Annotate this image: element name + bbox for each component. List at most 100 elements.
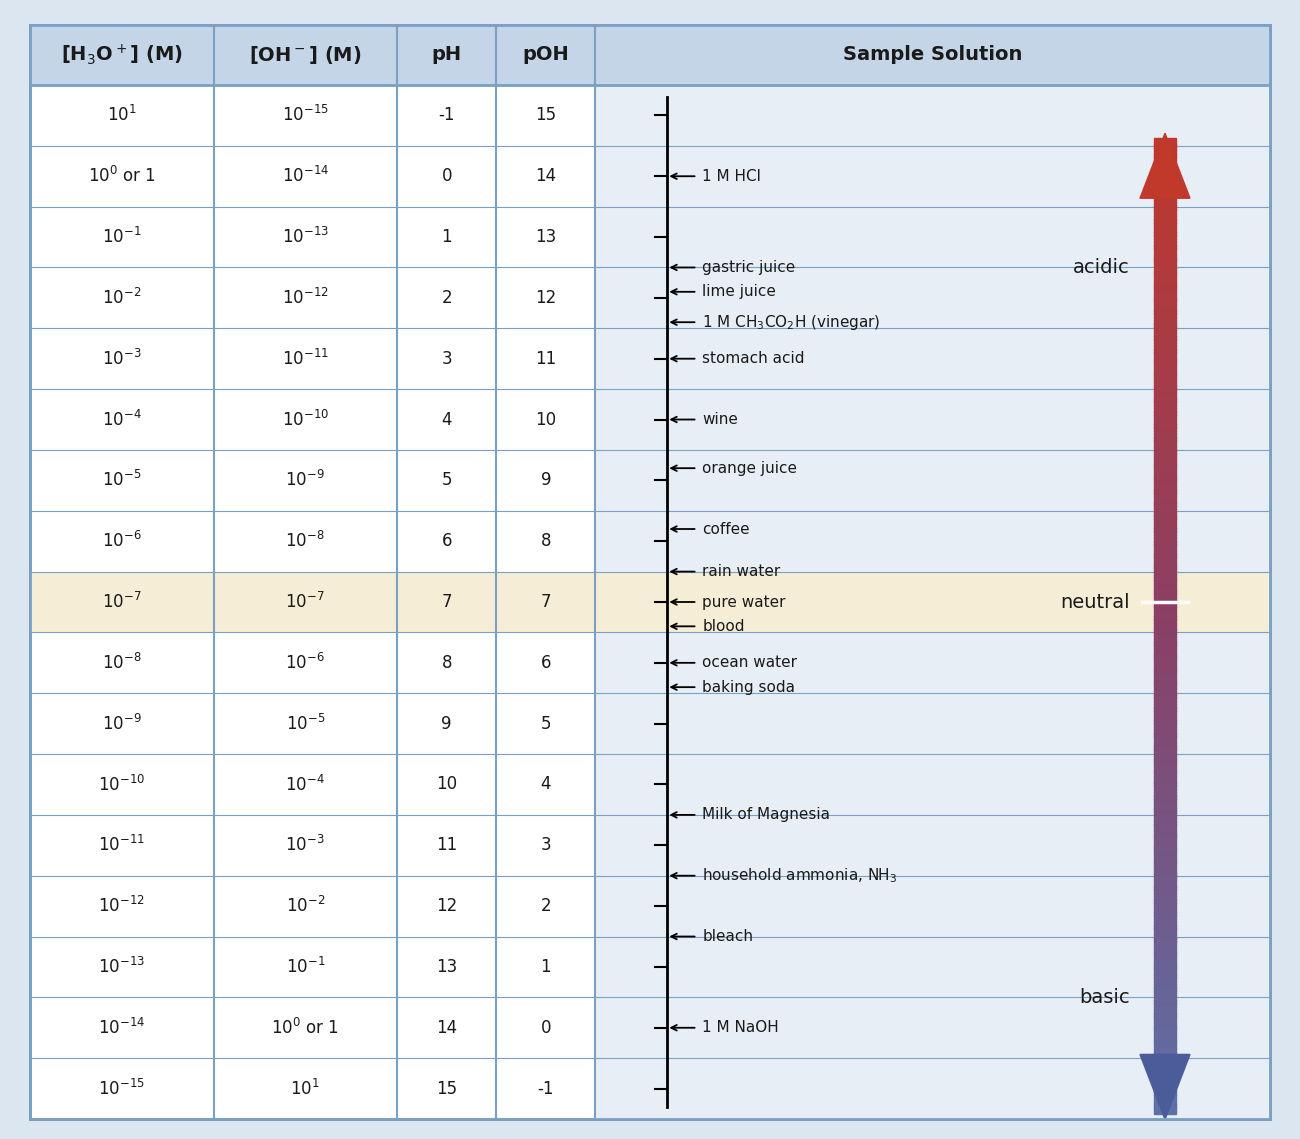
Text: [H$_3$O$^+$] (M): [H$_3$O$^+$] (M) xyxy=(61,42,183,67)
Text: $10^{-14}$: $10^{-14}$ xyxy=(282,166,329,187)
Bar xyxy=(1154,460,1176,464)
Bar xyxy=(1154,1056,1176,1059)
Bar xyxy=(1154,304,1176,308)
Bar xyxy=(1154,863,1176,867)
Bar xyxy=(1154,909,1176,912)
Bar xyxy=(1154,1095,1176,1098)
Bar xyxy=(1154,834,1176,838)
Bar xyxy=(1154,1072,1176,1075)
Text: 9: 9 xyxy=(541,472,551,490)
Bar xyxy=(1154,977,1176,981)
Bar xyxy=(1154,700,1176,704)
Text: 11: 11 xyxy=(536,350,556,368)
Text: 6: 6 xyxy=(442,532,452,550)
Bar xyxy=(1154,564,1176,567)
Bar xyxy=(1154,970,1176,975)
Text: 1 M HCl: 1 M HCl xyxy=(702,169,762,183)
Text: 11: 11 xyxy=(436,836,458,854)
Bar xyxy=(1154,141,1176,145)
Bar xyxy=(1154,603,1176,607)
Bar xyxy=(1154,1068,1176,1072)
Bar xyxy=(1154,942,1176,945)
Text: 2: 2 xyxy=(541,898,551,915)
Bar xyxy=(1154,648,1176,653)
Bar xyxy=(1154,844,1176,847)
Bar xyxy=(1154,388,1176,392)
Bar xyxy=(1154,408,1176,411)
Bar xyxy=(1154,1049,1176,1052)
Bar xyxy=(1154,756,1176,760)
Bar xyxy=(1154,902,1176,907)
Bar xyxy=(1154,215,1176,220)
Bar xyxy=(1154,359,1176,362)
Bar xyxy=(1154,287,1176,292)
Bar xyxy=(1154,685,1176,688)
Bar xyxy=(1154,278,1176,281)
Bar xyxy=(1154,473,1176,476)
Bar xyxy=(1154,1007,1176,1010)
Bar xyxy=(1154,1104,1176,1108)
Bar xyxy=(1154,392,1176,395)
Bar xyxy=(1154,196,1176,200)
Text: 15: 15 xyxy=(536,106,556,124)
Bar xyxy=(1154,890,1176,893)
Bar xyxy=(1154,164,1176,167)
Bar xyxy=(1154,814,1176,818)
Bar xyxy=(1154,867,1176,870)
Bar xyxy=(1154,541,1176,544)
Text: $10^{-11}$: $10^{-11}$ xyxy=(282,349,329,369)
Bar xyxy=(1154,958,1176,961)
Bar xyxy=(1154,769,1176,772)
Text: 0: 0 xyxy=(541,1018,551,1036)
Bar xyxy=(1154,560,1176,565)
Bar xyxy=(1154,206,1176,210)
Bar xyxy=(1154,990,1176,994)
Bar xyxy=(1154,1079,1176,1082)
Text: lime juice: lime juice xyxy=(702,285,776,300)
Bar xyxy=(1154,652,1176,656)
Bar xyxy=(1154,623,1176,626)
Bar xyxy=(1154,1088,1176,1091)
Bar xyxy=(1154,694,1176,698)
Bar xyxy=(1154,944,1176,949)
Bar xyxy=(1154,1019,1176,1023)
Bar xyxy=(1154,415,1176,418)
Bar xyxy=(1154,502,1176,506)
Bar xyxy=(1154,366,1176,369)
Bar xyxy=(1154,860,1176,863)
Bar xyxy=(1154,294,1176,297)
Bar xyxy=(1154,636,1176,639)
Text: 9: 9 xyxy=(442,714,452,732)
Text: 10: 10 xyxy=(536,410,556,428)
Bar xyxy=(1154,883,1176,886)
Bar xyxy=(1154,620,1176,623)
Bar xyxy=(1154,1052,1176,1056)
Text: $10^{-10}$: $10^{-10}$ xyxy=(99,775,146,795)
Bar xyxy=(1154,245,1176,248)
Bar xyxy=(1154,362,1176,366)
Bar xyxy=(1154,760,1176,763)
Text: pure water: pure water xyxy=(702,595,786,609)
Bar xyxy=(1154,762,1176,767)
Bar xyxy=(1154,567,1176,571)
Bar xyxy=(1154,857,1176,861)
Bar xyxy=(1154,167,1176,171)
Bar xyxy=(1154,727,1176,730)
Bar xyxy=(1154,499,1176,502)
Bar xyxy=(1154,961,1176,965)
Text: $10^{-6}$: $10^{-6}$ xyxy=(286,653,325,673)
Bar xyxy=(1154,590,1176,593)
Bar xyxy=(1154,534,1176,539)
Bar xyxy=(1154,150,1176,155)
Bar xyxy=(1154,528,1176,532)
Bar xyxy=(1154,1091,1176,1095)
Bar xyxy=(1154,1035,1176,1040)
Bar xyxy=(1154,157,1176,161)
Bar xyxy=(1154,238,1176,243)
Bar xyxy=(1154,932,1176,935)
Bar xyxy=(1154,874,1176,877)
Bar xyxy=(1154,967,1176,972)
Bar xyxy=(1154,948,1176,952)
Bar xyxy=(1154,261,1176,265)
Bar xyxy=(1154,1111,1176,1114)
